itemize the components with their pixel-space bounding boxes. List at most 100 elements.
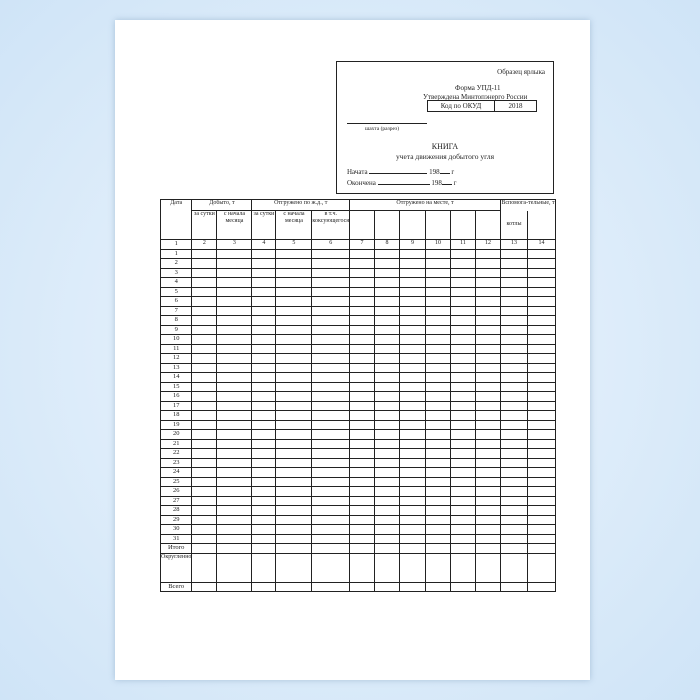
table-cell bbox=[216, 457, 253, 468]
table-cell bbox=[527, 438, 557, 449]
table-cell bbox=[399, 296, 427, 307]
table-cell bbox=[500, 457, 529, 468]
okud-value: 2018 bbox=[508, 102, 523, 110]
table-cell bbox=[216, 258, 253, 269]
table-cell bbox=[349, 514, 376, 525]
table-cell bbox=[425, 400, 452, 411]
table-cell bbox=[275, 457, 313, 468]
table-cell bbox=[349, 315, 376, 326]
header-aux: Вспомога-тельные, т bbox=[500, 199, 557, 211]
table-cell bbox=[475, 419, 502, 430]
table-cell bbox=[500, 277, 529, 288]
coal-movement-table: Дата Добыто, т Отгружено по ж.д., т Отгр… bbox=[159, 199, 557, 592]
table-cell bbox=[216, 372, 253, 383]
table-cell bbox=[251, 258, 277, 269]
table-row: 31 bbox=[159, 533, 557, 544]
table-cell bbox=[251, 438, 277, 449]
row-label: 28 bbox=[159, 505, 193, 516]
table-cell bbox=[500, 581, 529, 592]
table-cell bbox=[374, 457, 401, 468]
table-cell bbox=[275, 315, 313, 326]
table-cell bbox=[425, 429, 452, 440]
table-cell bbox=[311, 514, 351, 525]
table-cell bbox=[399, 438, 427, 449]
table-cell bbox=[450, 267, 477, 278]
table-cell bbox=[275, 372, 313, 383]
table-cell bbox=[374, 305, 401, 316]
table-cell bbox=[527, 514, 557, 525]
table-cell bbox=[191, 334, 218, 345]
table-cell bbox=[349, 486, 376, 497]
table-cell bbox=[216, 267, 253, 278]
table-cell bbox=[349, 467, 376, 478]
table-cell bbox=[251, 476, 277, 487]
table-cell bbox=[527, 258, 557, 269]
table-cell bbox=[349, 476, 376, 487]
table-cell bbox=[349, 495, 376, 506]
table-cell bbox=[425, 277, 452, 288]
row-label: 8 bbox=[159, 315, 193, 326]
table-cell bbox=[374, 410, 401, 421]
table-cell bbox=[450, 457, 477, 468]
table-cell bbox=[311, 277, 351, 288]
table-cell bbox=[374, 267, 401, 278]
table-cell bbox=[251, 524, 277, 535]
table-cell bbox=[399, 467, 427, 478]
table-cell bbox=[450, 429, 477, 440]
table-cell bbox=[527, 429, 557, 440]
table-row: 7 bbox=[159, 305, 557, 316]
table-cell bbox=[450, 581, 477, 592]
row-label: 18 bbox=[159, 410, 193, 421]
table-cell bbox=[216, 296, 253, 307]
row-label: 1 bbox=[159, 248, 193, 259]
table-cell bbox=[425, 296, 452, 307]
table-cell bbox=[191, 343, 218, 354]
table-cell bbox=[311, 438, 351, 449]
table-cell bbox=[425, 457, 452, 468]
table-cell bbox=[399, 400, 427, 411]
row-label: 12 bbox=[159, 353, 193, 364]
table-cell bbox=[275, 438, 313, 449]
table-cell bbox=[349, 581, 376, 592]
table-cell bbox=[275, 419, 313, 430]
table-row: 28 bbox=[159, 505, 557, 516]
table-cell bbox=[475, 315, 502, 326]
table-cell bbox=[374, 486, 401, 497]
table-cell bbox=[251, 315, 277, 326]
table-cell bbox=[311, 286, 351, 297]
table-cell bbox=[425, 334, 452, 345]
table-cell bbox=[251, 324, 277, 335]
table-cell bbox=[450, 391, 477, 402]
table-cell bbox=[450, 505, 477, 516]
table-cell bbox=[311, 267, 351, 278]
table-cell bbox=[275, 448, 313, 459]
header-coking: в т.ч. коксующегося bbox=[311, 210, 351, 240]
table-cell bbox=[349, 448, 376, 459]
start-row: Начата 198 г bbox=[347, 168, 455, 176]
table-cell bbox=[475, 334, 502, 345]
table-cell bbox=[500, 524, 529, 535]
table-row: 16 bbox=[159, 391, 557, 402]
table-cell bbox=[349, 305, 376, 316]
table-row: 9 bbox=[159, 324, 557, 335]
header-rail: Отгружено по ж.д., т bbox=[251, 199, 351, 211]
table-cell bbox=[475, 581, 502, 592]
table-row: 11 bbox=[159, 343, 557, 354]
table-cell bbox=[527, 362, 557, 373]
table-cell bbox=[275, 533, 313, 544]
row-label: 22 bbox=[159, 448, 193, 459]
table-cell bbox=[191, 400, 218, 411]
table-cell bbox=[311, 524, 351, 535]
table-cell bbox=[275, 248, 313, 259]
table-cell bbox=[527, 505, 557, 516]
table-cell bbox=[500, 410, 529, 421]
table-cell bbox=[399, 248, 427, 259]
table-cell bbox=[191, 552, 218, 583]
table-cell bbox=[374, 353, 401, 364]
table-cell bbox=[216, 419, 253, 430]
table-cell bbox=[527, 543, 557, 554]
row-label: 21 bbox=[159, 438, 193, 449]
table-cell bbox=[500, 467, 529, 478]
table-cell bbox=[374, 514, 401, 525]
table-cell bbox=[475, 552, 502, 583]
